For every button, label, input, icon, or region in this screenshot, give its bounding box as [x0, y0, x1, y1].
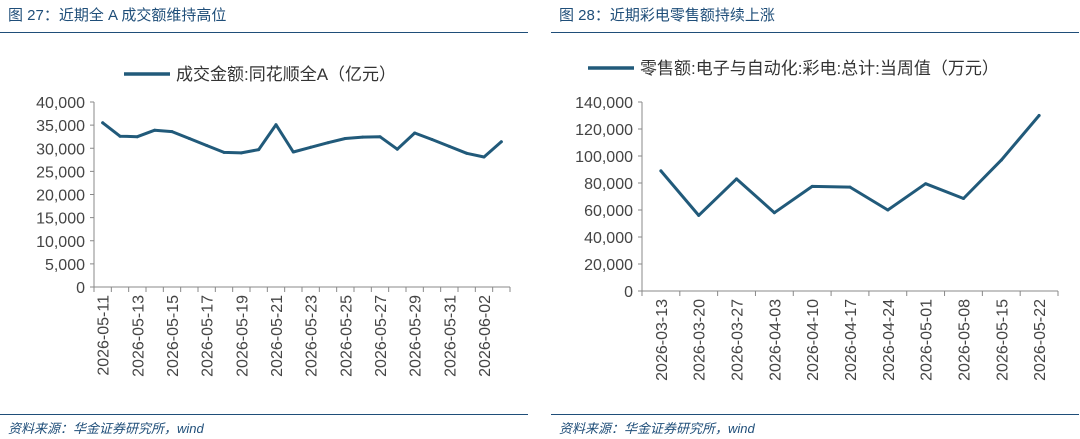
- data-point: [257, 148, 261, 152]
- source-note: 资料来源：华金证券研究所，wind: [559, 421, 755, 436]
- source-note: 资料来源：华金证券研究所，wind: [8, 421, 204, 436]
- data-point: [361, 135, 365, 139]
- y-tick-label: 20,000: [36, 188, 85, 205]
- y-tick-label: 35,000: [36, 118, 85, 135]
- y-tick-label: 30,000: [36, 141, 85, 158]
- data-point: [430, 138, 434, 141]
- x-tick-label: 2026-04-03: [767, 299, 784, 381]
- data-point: [187, 137, 191, 140]
- y-tick-label: 5,000: [45, 257, 85, 274]
- legend-label: 零售额:电子与自动化:彩电:总计:当周值（万元）: [640, 59, 999, 78]
- data-point: [810, 184, 814, 188]
- data-point: [153, 128, 157, 132]
- data-point: [309, 145, 313, 149]
- data-point: [170, 130, 174, 134]
- data-point: [413, 131, 417, 135]
- data-point: [659, 169, 663, 173]
- x-tick-label: 2026-05-22: [1032, 299, 1049, 381]
- series-line: [659, 114, 1041, 217]
- x-tick-label: 2026-04-17: [843, 299, 860, 381]
- y-tick-label: 25,000: [36, 164, 85, 181]
- x-tick-label: 2026-05-15: [165, 295, 182, 377]
- x-tick-label: 2026-05-17: [200, 295, 217, 377]
- data-point: [962, 197, 965, 200]
- y-tick-label: 100,000: [575, 149, 633, 166]
- data-point: [135, 135, 139, 139]
- x-tick-label: 2026-06-02: [477, 295, 494, 377]
- data-point: [1037, 114, 1041, 117]
- data-point: [772, 211, 776, 215]
- y-tick-label: 10,000: [36, 234, 85, 251]
- data-point: [447, 144, 451, 148]
- data-point: [886, 208, 890, 212]
- source-rule: [551, 414, 1079, 415]
- source-rule: [0, 414, 528, 415]
- y-tick-label: 40,000: [584, 230, 633, 247]
- data-point: [343, 137, 347, 140]
- x-tick-label: 2026-05-31: [442, 295, 459, 377]
- series-line: [101, 121, 503, 159]
- x-tick-label: 2026-05-27: [373, 295, 390, 377]
- x-tick-label: 2026-03-20: [692, 299, 709, 381]
- y-tick-label: 80,000: [584, 176, 633, 193]
- y-tick-label: 15,000: [36, 211, 85, 228]
- x-tick-label: 2026-05-08: [956, 299, 973, 381]
- data-point: [205, 144, 209, 147]
- x-tick-label: 2026-05-29: [408, 295, 425, 377]
- data-point: [735, 177, 738, 181]
- data-point: [697, 213, 701, 217]
- data-point: [395, 147, 399, 151]
- y-tick-label: 0: [76, 280, 85, 297]
- y-tick-label: 140,000: [575, 95, 633, 112]
- y-tick-label: 40,000: [36, 95, 85, 112]
- title-rule: [551, 32, 1079, 33]
- data-point: [465, 151, 469, 155]
- x-tick-label: 2026-05-21: [269, 295, 286, 377]
- data-point: [326, 141, 330, 145]
- figure-title: 图 28：近期彩电零售额持续上涨: [559, 7, 775, 24]
- x-tick-label: 2026-05-23: [304, 295, 321, 377]
- y-tick-label: 120,000: [575, 122, 633, 139]
- title-rule: [0, 32, 528, 33]
- data-point: [222, 150, 226, 154]
- x-tick-label: 2026-05-15: [994, 299, 1011, 381]
- chart-panel-left: 图 27：近期全 A 成交额维持高位 成交金额:同花顺全A（亿元） 0 5,000 1…: [0, 0, 530, 439]
- data-point: [101, 121, 105, 125]
- data-point: [924, 182, 928, 186]
- tv-retail-line-chart: 零售额:电子与自动化:彩电:总计:当周值（万元） 0 20,000 40,000 60,…: [575, 59, 1059, 381]
- x-tick-label: 2026-05-25: [338, 295, 355, 377]
- y-tick-label: 60,000: [584, 203, 633, 220]
- x-tick-label: 2026-04-24: [881, 299, 898, 381]
- x-tick-label: 2026-04-10: [805, 299, 822, 381]
- x-tick-label: 2026-03-13: [654, 299, 671, 381]
- x-tick-label: 2026-05-01: [919, 299, 936, 381]
- figure-title: 图 27：近期全 A 成交额维持高位: [8, 7, 227, 24]
- data-point: [482, 155, 486, 159]
- data-point: [499, 140, 503, 144]
- data-point: [239, 151, 243, 155]
- data-point: [291, 150, 295, 154]
- x-tick-label: 2026-05-13: [130, 295, 147, 377]
- data-point: [999, 158, 1003, 162]
- data-point: [378, 135, 382, 139]
- data-point: [118, 134, 122, 138]
- turnover-line-chart: 成交金额:同花顺全A（亿元） 0 5,000 10,000 15,000 20,000 25…: [36, 65, 511, 377]
- x-tick-label: 2026-03-27: [730, 299, 747, 381]
- y-tick-label: 0: [624, 284, 633, 301]
- x-tick-label: 2026-05-11: [96, 295, 113, 376]
- chart-panel-right: 图 28：近期彩电零售额持续上涨 零售额:电子与自动化:彩电:总计:当周值（万元…: [551, 0, 1080, 439]
- data-point: [848, 185, 852, 189]
- x-tick-label: 2026-05-19: [234, 295, 251, 377]
- y-tick-label: 20,000: [584, 257, 633, 274]
- legend-label: 成交金额:同花顺全A（亿元）: [176, 65, 396, 84]
- data-point: [274, 123, 278, 127]
